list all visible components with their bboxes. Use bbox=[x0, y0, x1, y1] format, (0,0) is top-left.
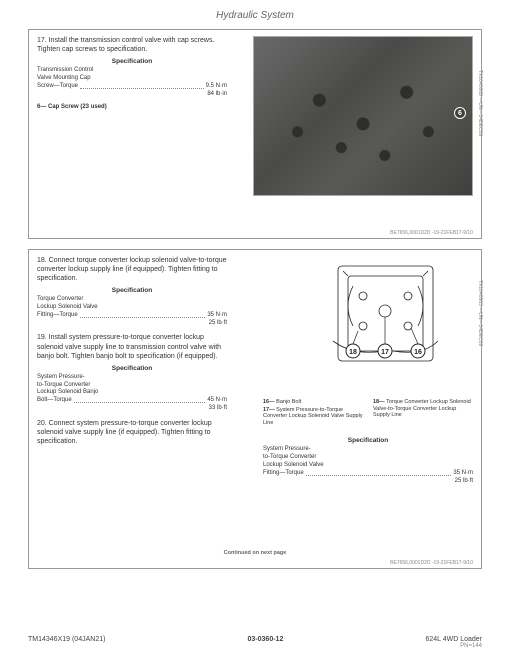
step-18-text: 18. Connect torque converter lockup sole… bbox=[37, 256, 227, 283]
legend-17-text: System Pressure-to-Torque Converter Lock… bbox=[263, 407, 363, 426]
right-column-2: 16— Banjo Bolt 17— System Pressure-to-To… bbox=[263, 395, 473, 485]
section-steps-18-20: 18. Connect torque converter lockup sole… bbox=[28, 249, 482, 569]
spec-19-l1: System Pressure- bbox=[37, 374, 227, 382]
step-20-text: 20. Connect system pressure-to-torque co… bbox=[37, 419, 227, 446]
continued-text: Continued on next page bbox=[29, 550, 481, 556]
legend-16-text: Banjo Bolt bbox=[276, 399, 301, 405]
figure-caption-1: BE7656,0001D2D -19-21FEB17-9/10 bbox=[390, 230, 473, 236]
spec-19-l3: Lockup Solenoid Banjo bbox=[37, 389, 227, 397]
spec-title-20: Specification bbox=[263, 437, 473, 444]
section-step17: 17. Install the transmission control val… bbox=[28, 29, 482, 239]
footer-left: TM14346X19 (04JAN21) bbox=[28, 636, 105, 649]
page-footer: TM14346X19 (04JAN21) 03-0360-12 624L 4WD… bbox=[28, 636, 482, 649]
spec-17-val2: 84 lb·in bbox=[37, 91, 227, 99]
spec-20-l1: System Pressure- bbox=[263, 446, 473, 454]
spec-18-val2: 25 lb·ft bbox=[37, 320, 227, 328]
svg-text:17: 17 bbox=[381, 349, 389, 356]
footer-right: 624L 4WD Loader bbox=[425, 636, 482, 643]
spec-block-20: System Pressure- to-Torque Converter Loc… bbox=[263, 446, 473, 485]
spec-18-val1: 35 N·m bbox=[207, 312, 227, 320]
dots bbox=[74, 397, 206, 403]
legend: 16— Banjo Bolt 17— System Pressure-to-To… bbox=[263, 399, 473, 427]
spec-17-label2: Valve Mounting Cap bbox=[37, 75, 227, 83]
spec-block-19: System Pressure- to-Torque Converter Loc… bbox=[37, 374, 227, 413]
spec-20-l2: to-Torque Converter bbox=[263, 454, 473, 462]
step-19-text: 19. Install system pressure-to-torque co… bbox=[37, 333, 227, 360]
spec-17-val1: 9.5 N·m bbox=[206, 83, 227, 91]
spec-block-18: Torque Converter Lockup Solenoid Valve F… bbox=[37, 296, 227, 327]
spec-17-label3: Screw—Torque bbox=[37, 83, 78, 91]
svg-text:18: 18 bbox=[349, 349, 357, 356]
legend-18-text: Torque Converter Lockup Solenoid Valve-t… bbox=[373, 399, 471, 418]
spec-18-l2: Lockup Solenoid Valve bbox=[37, 304, 227, 312]
figure-line-diagram: 18 17 16 bbox=[293, 256, 473, 376]
spec-19-l4: Bolt—Torque bbox=[37, 397, 72, 405]
spec-18-l3: Fitting—Torque bbox=[37, 312, 78, 320]
footer-pn: PN=144 bbox=[425, 643, 482, 649]
legend-16-num: 16— bbox=[263, 399, 275, 405]
spec-19-val1: 45 N·m bbox=[207, 397, 227, 405]
spec-19-l2: to-Torque Converter bbox=[37, 382, 227, 390]
spec-title-19: Specification bbox=[37, 365, 227, 372]
spec-20-val1: 35 N·m bbox=[453, 470, 473, 478]
spec-20-l3: Lockup Solenoid Valve bbox=[263, 462, 473, 470]
footer-mid: 03-0360-12 bbox=[248, 636, 284, 649]
callout-6-circle: 6 bbox=[454, 107, 466, 119]
spec-title-17: Specification bbox=[37, 58, 227, 65]
figure-ref-1: TX1040869 —UN—14DEC09 bbox=[477, 70, 483, 136]
legend-18-num: 18— bbox=[373, 399, 385, 405]
spec-block-17: Transmission Control Valve Mounting Cap … bbox=[37, 67, 227, 98]
spec-18-l1: Torque Converter bbox=[37, 296, 227, 304]
page-title: Hydraulic System bbox=[0, 0, 510, 29]
callout-6-label: 6— Cap Screw (23 used) bbox=[37, 104, 227, 110]
figure-caption-2: BE7656,0001D2D -19-21FEB17-9/10 bbox=[390, 560, 473, 566]
spec-20-val2: 25 lb·ft bbox=[263, 478, 473, 486]
legend-17-num: 17— bbox=[263, 407, 275, 413]
dots bbox=[80, 312, 206, 318]
spec-17-label: Transmission Control bbox=[37, 67, 227, 75]
figure-transmission-valve: 6 bbox=[253, 36, 473, 196]
spec-title-18: Specification bbox=[37, 287, 227, 294]
dots bbox=[80, 83, 204, 89]
dots bbox=[306, 470, 452, 476]
spec-20-l4: Fitting—Torque bbox=[263, 470, 304, 478]
spec-19-val2: 33 lb·ft bbox=[37, 405, 227, 413]
figure-ref-2: TX1040863 —UN—14DEC09 bbox=[477, 280, 483, 346]
svg-text:16: 16 bbox=[414, 349, 422, 356]
step-17-text: 17. Install the transmission control val… bbox=[37, 36, 227, 54]
